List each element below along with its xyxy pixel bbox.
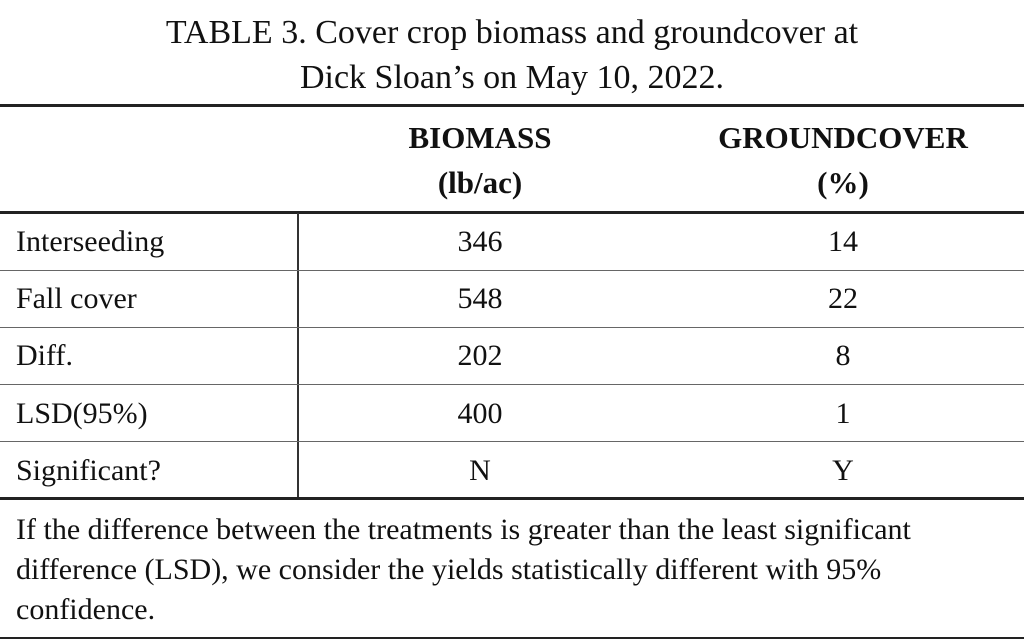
cell: 202: [457, 339, 503, 373]
row-rule: [0, 326, 1024, 328]
cell: N: [469, 453, 491, 487]
rule: [0, 104, 1024, 107]
cell: 22: [828, 282, 858, 316]
rule: [0, 637, 1024, 639]
column-header-unit: (%): [817, 165, 869, 200]
row-label: Fall cover: [16, 282, 137, 316]
row-label: Interseeding: [16, 225, 165, 258]
cell: 346: [457, 225, 503, 258]
title-line: TABLE 3. Cover crop biomass and groundco…: [165, 14, 859, 51]
cell: Y: [832, 453, 854, 487]
column-header: BIOMASS: [408, 120, 552, 155]
row-label: Diff.: [16, 339, 73, 373]
row-rule: [0, 269, 1024, 271]
cell: 548: [457, 282, 503, 316]
cell: 14: [828, 225, 858, 258]
row-label: Significant?: [16, 453, 161, 487]
cell: 400: [457, 396, 503, 430]
rule: [0, 211, 1024, 214]
column-header: GROUNDCOVER: [718, 120, 968, 155]
cell: 8: [835, 339, 851, 373]
row-rule: [0, 384, 1024, 386]
column-divider: [297, 213, 299, 499]
title-line: Dick Sloan’s on May 10, 2022.: [299, 59, 725, 96]
row-label: LSD(95%): [16, 396, 148, 430]
row-rule: [0, 441, 1024, 443]
column-header-unit: (lb/ac): [437, 165, 523, 200]
footnote: If the difference between the treatments…: [16, 513, 911, 626]
rule: [0, 497, 1024, 500]
cell: 1: [835, 396, 851, 430]
